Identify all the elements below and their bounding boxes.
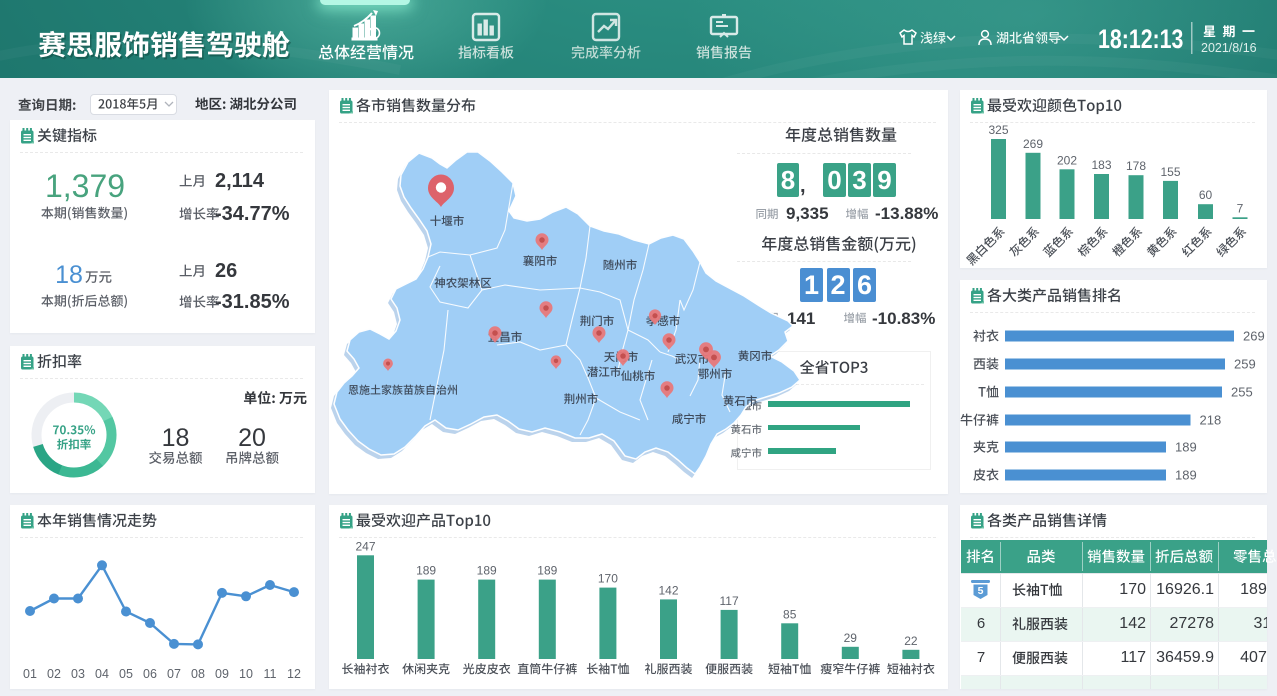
svg-text:06: 06 (143, 667, 157, 681)
svg-text:218: 218 (1200, 413, 1222, 428)
svg-text:85: 85 (783, 607, 797, 621)
svg-text:325: 325 (988, 123, 1008, 137)
svg-text:189: 189 (477, 564, 497, 578)
svg-text:60: 60 (1199, 188, 1213, 202)
svg-text:11: 11 (264, 667, 277, 681)
svg-text:03: 03 (71, 667, 85, 681)
svg-text:04: 04 (95, 667, 109, 681)
svg-text:29: 29 (844, 631, 858, 645)
svg-text:170: 170 (598, 572, 618, 586)
svg-text:247: 247 (355, 539, 375, 553)
svg-text:142: 142 (658, 583, 678, 597)
svg-text:117: 117 (720, 594, 739, 608)
svg-text:202: 202 (1057, 153, 1077, 167)
svg-text:12: 12 (287, 667, 301, 681)
svg-text:09: 09 (215, 667, 229, 681)
svg-text:7: 7 (1237, 201, 1244, 215)
svg-text:02: 02 (47, 667, 61, 681)
svg-text:05: 05 (119, 667, 133, 681)
svg-text:178: 178 (1126, 159, 1146, 173)
svg-text:189: 189 (1175, 468, 1197, 483)
svg-text:189: 189 (537, 564, 557, 578)
svg-text:269: 269 (1243, 329, 1265, 344)
svg-text:155: 155 (1160, 165, 1180, 179)
svg-text:08: 08 (191, 667, 205, 681)
svg-text:10: 10 (239, 667, 253, 681)
svg-text:07: 07 (167, 667, 181, 681)
svg-text:183: 183 (1091, 158, 1111, 172)
svg-text:255: 255 (1231, 385, 1253, 400)
svg-text:259: 259 (1234, 357, 1256, 372)
svg-text:01: 01 (23, 667, 37, 681)
svg-text:269: 269 (1023, 137, 1043, 151)
svg-text:189: 189 (416, 564, 436, 578)
svg-text:189: 189 (1175, 440, 1197, 455)
svg-text:22: 22 (904, 634, 918, 648)
